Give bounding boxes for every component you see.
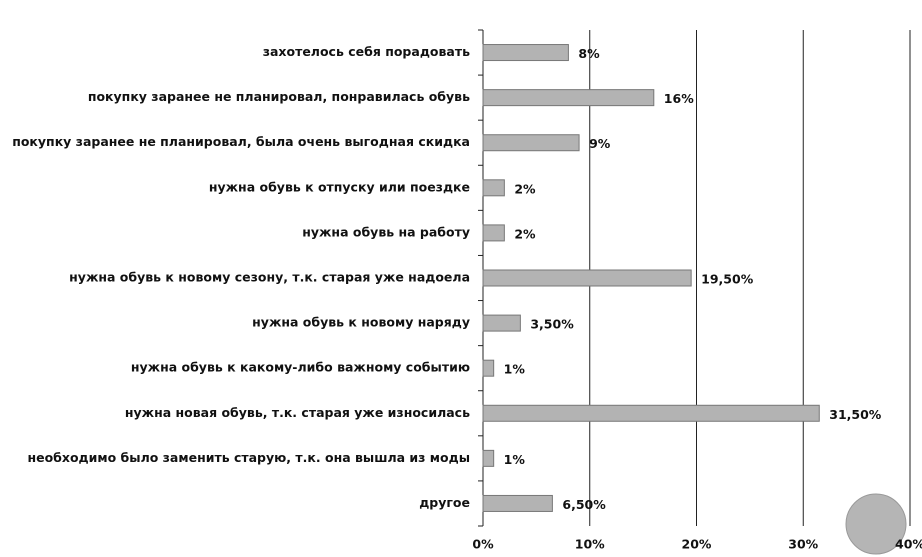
bar [482, 359, 495, 377]
value-label: 2% [514, 226, 536, 241]
x-tick-label: 30% [788, 537, 818, 552]
category-label: нужна обувь к новому сезону, т.к. старая… [69, 270, 470, 285]
bar [482, 494, 553, 512]
bar [482, 314, 521, 332]
value-label: 1% [504, 452, 526, 467]
bar [482, 179, 505, 197]
category-label: нужна новая обувь, т.к. старая уже износ… [125, 405, 470, 420]
category-label: захотелось себя порадовать [263, 44, 470, 59]
category-label: покупку заранее не планировал, понравила… [88, 89, 470, 104]
bar [482, 224, 505, 242]
value-label: 1% [504, 362, 526, 377]
bar [482, 89, 655, 107]
category-label: нужна обувь к отпуску или поездке [209, 179, 470, 194]
bar [482, 134, 580, 152]
value-label: 2% [514, 181, 536, 196]
bar [482, 269, 692, 287]
decor-circle [845, 493, 907, 555]
x-tick-label: 0% [472, 537, 494, 552]
bar [482, 449, 495, 467]
bar [482, 404, 820, 422]
category-label: нужна обувь к новому наряду [252, 315, 470, 330]
x-tick-label: 20% [682, 537, 712, 552]
value-label: 6,50% [562, 497, 606, 512]
category-label: другое [419, 495, 470, 510]
x-tick-label: 40% [895, 537, 922, 552]
value-label: 16% [664, 91, 694, 106]
value-label: 8% [578, 46, 600, 61]
value-label: 3,50% [530, 317, 574, 332]
category-label: покупку заранее не планировал, была очен… [12, 134, 470, 149]
category-label: нужна обувь к какому-либо важному событи… [131, 360, 470, 375]
bar [482, 44, 569, 62]
value-label: 9% [589, 136, 611, 151]
value-label: 31,50% [829, 407, 882, 422]
x-tick-label: 10% [575, 537, 605, 552]
category-label: необходимо было заменить старую, т.к. он… [27, 450, 470, 465]
value-label: 19,50% [701, 272, 754, 287]
category-label: нужна обувь на работу [302, 224, 470, 239]
